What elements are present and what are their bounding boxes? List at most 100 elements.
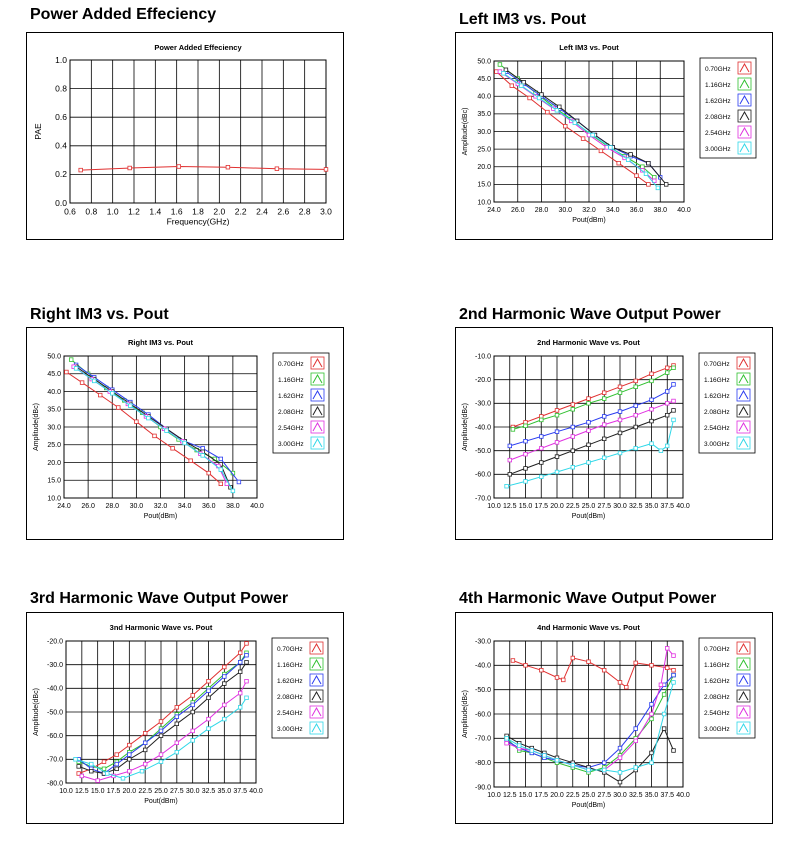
data-point [218, 456, 223, 462]
data-point [554, 408, 560, 413]
y-tick-label: 1.0 [55, 55, 67, 65]
data-point [649, 441, 654, 446]
legend-swatch-box [310, 420, 325, 434]
legend-label: 0.70GHz [277, 646, 303, 653]
x-tick-label: 32.0 [582, 207, 596, 214]
y-tick-label: 10.0 [47, 495, 61, 502]
data-point [539, 474, 544, 479]
data-point [586, 428, 591, 433]
legend-swatch-box [736, 721, 751, 735]
legend-swatch-line [739, 110, 750, 121]
legend-swatch-box [736, 420, 751, 434]
series-2.08GHz [504, 726, 676, 785]
y-tick-label: -50.0 [475, 448, 491, 455]
data-point [617, 745, 623, 751]
data-point [649, 418, 654, 424]
legend-label: 0.70GHz [704, 646, 730, 653]
data-point [671, 417, 676, 423]
y-tick-label: -10.0 [475, 353, 491, 360]
legend: 0.70GHz 1.16GHz 1.62GHz 2.08GHz 2.54GHz 3.00G… [699, 57, 757, 159]
x-tick-label: 34.0 [606, 207, 620, 214]
x-tick-label: 32.5 [629, 792, 643, 799]
legend-swatch-line [739, 62, 750, 73]
data-point [170, 446, 175, 451]
legend-swatch [309, 641, 324, 655]
data-point [517, 743, 522, 748]
x-tick-label: 15.0 [519, 503, 533, 510]
legend-label: 3.00GHz [705, 146, 731, 153]
x-tick-label: 37.5 [660, 503, 674, 510]
data-point [649, 760, 654, 765]
x-tick-label: 17.5 [107, 788, 121, 795]
data-point [114, 766, 119, 771]
y-tick-label: 40.0 [47, 389, 61, 396]
legend-label: 1.62GHz [704, 393, 730, 400]
series-2.54GHz [507, 398, 676, 463]
data-point [640, 168, 645, 173]
x-tick-label: 30.0 [613, 792, 627, 799]
x-tick-label: 32.5 [202, 788, 216, 795]
series-0.70GHz [64, 369, 223, 486]
data-point [504, 736, 509, 741]
series-1.62GHz [76, 653, 249, 776]
legend-swatch-box [310, 388, 325, 402]
legend-swatch [736, 372, 751, 386]
legend-swatch-box [736, 657, 751, 671]
x-tick-label: 22.5 [566, 792, 580, 799]
data-point [633, 413, 638, 418]
y-axis-label: Amplitude(dBc) [462, 403, 469, 451]
legend-swatch-line [739, 94, 750, 105]
data-point [570, 464, 575, 470]
data-point [570, 407, 575, 412]
series-line [505, 71, 661, 178]
legend-swatch [736, 356, 751, 370]
data-point [127, 757, 132, 762]
y-tick-label: -40.0 [47, 686, 63, 693]
data-point [143, 740, 148, 745]
legend-label: 3.00GHz [704, 726, 730, 733]
legend-label: 2.54GHz [277, 710, 303, 717]
data-point [624, 685, 629, 690]
data-point [664, 365, 670, 370]
x-tick-label: 27.5 [597, 792, 611, 799]
data-point [633, 738, 638, 743]
data-point [323, 167, 329, 172]
data-point [190, 709, 195, 715]
legend-swatch-box [736, 689, 751, 703]
series-line [499, 71, 655, 182]
legend-swatch [310, 436, 325, 450]
legend-swatch-box [310, 436, 325, 450]
legend-swatch-line [738, 706, 749, 717]
data-point [664, 413, 670, 418]
data-point [617, 755, 623, 760]
data-point [617, 450, 623, 456]
legend-swatch-line [311, 722, 322, 733]
x-tick-label: 2.4 [256, 207, 268, 217]
legend-swatch-line [311, 706, 322, 717]
x-tick-label: 37.5 [233, 788, 247, 795]
x-axis-label: Pout(dBm) [572, 217, 605, 224]
legend-swatch-line [738, 722, 749, 733]
legend-swatch-line [739, 78, 750, 89]
series-0.70GHz [78, 164, 329, 173]
legend-swatch-box [737, 141, 752, 155]
x-tick-label: 40.0 [249, 788, 263, 795]
legend-label: 3.00GHz [704, 441, 730, 448]
chart-title: 3nd Harmonic Wave vs. Pout [110, 623, 213, 632]
data-point [633, 424, 638, 430]
series-line [512, 367, 674, 430]
legend-label: 1.62GHz [277, 678, 303, 685]
data-point [523, 423, 528, 428]
legend-swatch-box [736, 388, 751, 402]
data-point [89, 768, 94, 774]
data-point [601, 396, 607, 401]
y-axis-label: Amplitude(dBc) [33, 403, 40, 451]
data-point [509, 83, 514, 88]
legend-swatch-box [737, 125, 752, 139]
x-tick-label: 12.5 [75, 788, 89, 795]
data-point [536, 95, 542, 101]
legend-swatch-line [311, 658, 322, 669]
data-point [539, 446, 544, 451]
data-point [158, 719, 164, 724]
data-point [542, 753, 547, 758]
